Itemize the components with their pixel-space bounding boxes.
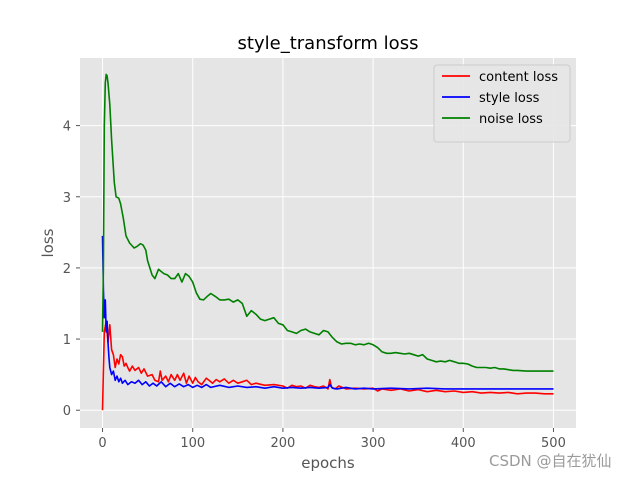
y-tick-label: 3 xyxy=(63,191,71,206)
legend-label: style loss xyxy=(479,91,540,106)
x-tick-label: 200 xyxy=(270,436,295,451)
legend-label: content loss xyxy=(479,70,558,85)
series-line-noise-loss xyxy=(101,73,554,372)
series-line-content-loss xyxy=(101,320,554,411)
chart-title: style_transform loss xyxy=(238,33,419,54)
x-tick-label: 400 xyxy=(451,436,476,451)
y-tick-label: 2 xyxy=(63,262,71,277)
x-tick-label: 0 xyxy=(98,436,106,451)
y-tick-label: 4 xyxy=(63,120,71,135)
y-axis-ticks: 0 1 2 3 4 xyxy=(63,120,80,419)
y-axis-label: loss xyxy=(39,228,57,257)
series-line-style-loss xyxy=(101,235,554,390)
legend: content loss style loss noise loss xyxy=(433,64,571,143)
watermark: CSDN @自在犹仙 xyxy=(489,452,612,470)
x-axis-label: epochs xyxy=(301,454,355,472)
legend-box xyxy=(433,64,571,143)
x-tick-label: 100 xyxy=(180,436,205,451)
x-tick-label: 500 xyxy=(541,436,566,451)
x-axis-ticks: 0 100 200 300 400 500 xyxy=(98,428,566,451)
x-tick-label: 300 xyxy=(361,436,386,451)
series-lines xyxy=(101,73,554,411)
y-tick-label: 0 xyxy=(63,404,71,419)
y-tick-label: 1 xyxy=(63,333,71,348)
legend-label: noise loss xyxy=(479,112,543,127)
